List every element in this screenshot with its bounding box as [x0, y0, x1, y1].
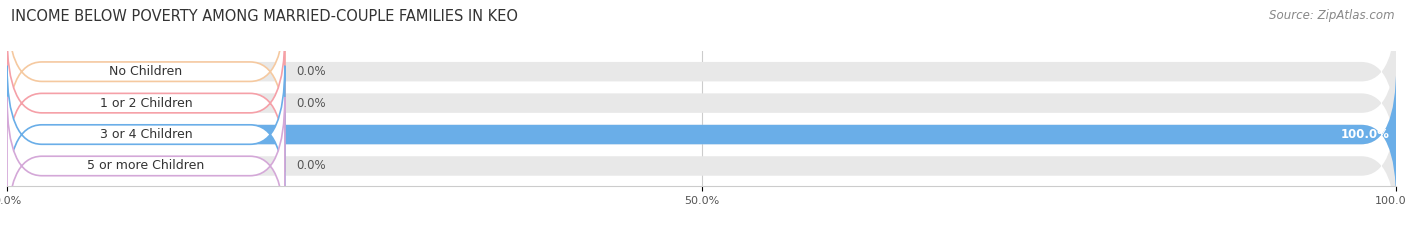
FancyBboxPatch shape: [7, 3, 1396, 140]
FancyBboxPatch shape: [7, 66, 1396, 203]
Text: 0.0%: 0.0%: [297, 159, 326, 172]
FancyBboxPatch shape: [7, 66, 1396, 203]
Text: 100.0%: 100.0%: [1340, 128, 1389, 141]
FancyBboxPatch shape: [7, 97, 285, 233]
FancyBboxPatch shape: [7, 3, 285, 140]
Text: 0.0%: 0.0%: [297, 97, 326, 110]
Text: No Children: No Children: [110, 65, 183, 78]
FancyBboxPatch shape: [7, 34, 1396, 172]
Text: 5 or more Children: 5 or more Children: [87, 159, 204, 172]
Text: INCOME BELOW POVERTY AMONG MARRIED-COUPLE FAMILIES IN KEO: INCOME BELOW POVERTY AMONG MARRIED-COUPL…: [11, 9, 519, 24]
Text: 1 or 2 Children: 1 or 2 Children: [100, 97, 193, 110]
Text: 3 or 4 Children: 3 or 4 Children: [100, 128, 193, 141]
FancyBboxPatch shape: [7, 34, 285, 172]
Text: 0.0%: 0.0%: [297, 65, 326, 78]
FancyBboxPatch shape: [7, 97, 1396, 233]
Text: Source: ZipAtlas.com: Source: ZipAtlas.com: [1270, 9, 1395, 22]
FancyBboxPatch shape: [7, 66, 285, 203]
